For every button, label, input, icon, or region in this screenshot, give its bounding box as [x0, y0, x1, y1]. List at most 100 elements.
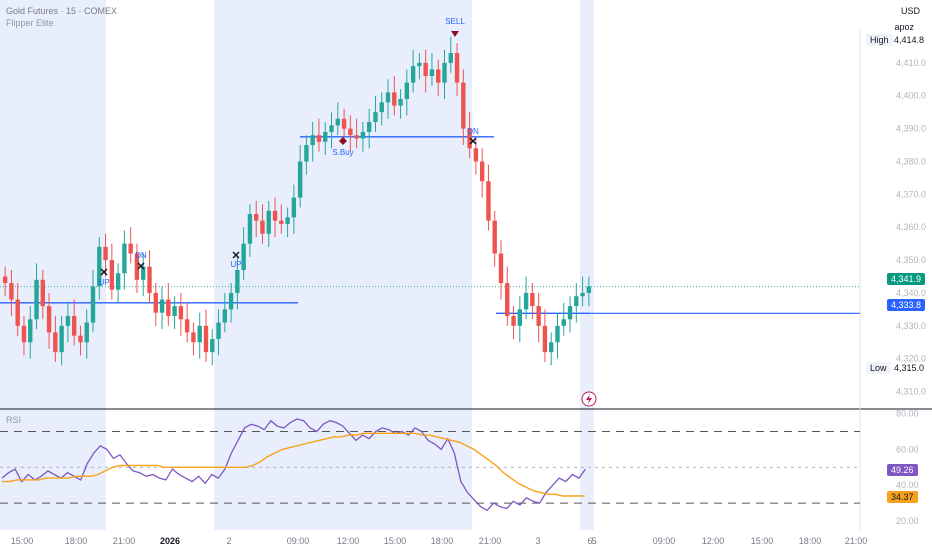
candle-body: [46, 306, 52, 333]
candle-body: [436, 69, 441, 83]
candle-body: [78, 335, 83, 343]
candle-body: [555, 325, 560, 343]
candle-body: [404, 82, 410, 100]
candle-body: [385, 92, 391, 103]
low-label: Low: [866, 362, 891, 374]
candle-body: [348, 128, 353, 136]
rsi-value-tag: 49.26: [887, 464, 918, 476]
candle-body: [542, 325, 548, 353]
indicator-label: Flipper Elite: [6, 18, 54, 28]
candle-body: [323, 131, 328, 142]
candle-body: [429, 69, 435, 77]
candle-body: [366, 122, 372, 132]
candle-body: [310, 135, 315, 146]
candle-body: [486, 181, 491, 221]
candle-body: [354, 135, 359, 139]
signal-label: S.Buy: [332, 148, 353, 157]
candle-body: [197, 325, 202, 343]
candle-body: [115, 273, 121, 290]
session-shade: [0, 0, 106, 530]
candle-body: [567, 306, 573, 320]
candle-body: [184, 319, 190, 333]
candle-body: [498, 253, 504, 284]
currency-label[interactable]: USD: [900, 6, 920, 16]
candle-body: [172, 306, 177, 316]
candle-body: [492, 220, 497, 254]
chart-title: Gold Futures · 15 · COMEX: [6, 6, 118, 16]
rsi-tick-label: 40.00: [896, 480, 919, 490]
candle-body: [479, 161, 485, 182]
candle-body: [97, 246, 102, 287]
candle-body: [530, 292, 535, 307]
candle-body: [2, 276, 8, 284]
buy-marker: [339, 137, 347, 145]
candle-body: [511, 315, 516, 326]
candle-body: [341, 118, 347, 129]
candle-body: [103, 246, 108, 261]
candle-body: [210, 338, 215, 353]
x-tick-label: 18:00: [799, 536, 822, 546]
candle-body: [65, 315, 71, 326]
x-tick-label: 12:00: [337, 536, 360, 546]
x-tick-label: 21:00: [113, 536, 136, 546]
candle-body: [53, 332, 58, 353]
rsi-tick-label: 20.00: [896, 516, 919, 526]
signal-label: DN: [467, 127, 479, 136]
candle-body: [304, 145, 309, 162]
candle-body: [410, 66, 416, 83]
cross-marker: [469, 137, 477, 145]
high-value: 4,414.8: [894, 35, 925, 45]
session-shade: [580, 0, 594, 530]
candle-body: [586, 286, 592, 293]
session-shade: [214, 0, 472, 530]
x-tick-label: 2: [226, 536, 231, 546]
rsi-tick-label: 80.00: [896, 409, 919, 419]
price-tick-label: 4,410.0: [896, 58, 926, 68]
candle-body: [523, 292, 529, 310]
candle-body: [448, 53, 453, 63]
x-tick-label: 15:00: [11, 536, 34, 546]
candle-body: [34, 279, 39, 320]
candle-body: [216, 322, 221, 339]
candle-body: [59, 325, 64, 353]
price-tick-label: 4,360.0: [896, 222, 926, 232]
user-label: apoz: [894, 22, 914, 32]
rsi-ma-line: [2, 432, 585, 497]
signal-label: SELL: [445, 17, 465, 26]
candle-body: [128, 243, 133, 254]
cross-marker: [232, 251, 240, 259]
price-tick-label: 4,310.0: [896, 387, 926, 397]
candle-body: [398, 99, 403, 106]
x-tick-label: 3: [535, 536, 540, 546]
rsi-label: RSI: [6, 415, 22, 425]
x-tick-label: 18:00: [65, 536, 88, 546]
candle-body: [417, 62, 422, 67]
x-tick-label: 15:00: [751, 536, 774, 546]
candle-body: [266, 210, 271, 234]
candle-body: [297, 161, 303, 198]
candle-body: [260, 220, 265, 234]
cross-marker: [100, 268, 108, 276]
rsi-line: [1, 418, 586, 512]
price-tick-label: 4,330.0: [896, 321, 926, 331]
candle-body: [561, 319, 566, 326]
lightning-icon-glyph: [586, 394, 592, 404]
x-tick-label: 09:00: [653, 536, 676, 546]
candle-body: [335, 118, 340, 126]
candle-body: [316, 135, 322, 142]
candle-body: [392, 92, 397, 106]
x-tick-label: 21:00: [845, 536, 868, 546]
candle-body: [423, 62, 428, 77]
price-tick-label: 4,320.0: [896, 354, 926, 364]
candle-body: [159, 299, 165, 313]
candle-body: [461, 82, 466, 129]
candle-body: [15, 299, 20, 326]
candle-body: [360, 131, 366, 139]
low-value: 4,315.0: [894, 363, 925, 373]
x-tick-label: 15:00: [384, 536, 407, 546]
price-tick-label: 4,340.0: [896, 288, 926, 298]
candle-body: [329, 125, 334, 132]
level-price-tag: 4,333.8: [887, 299, 926, 311]
signal-label: UP: [230, 260, 241, 269]
